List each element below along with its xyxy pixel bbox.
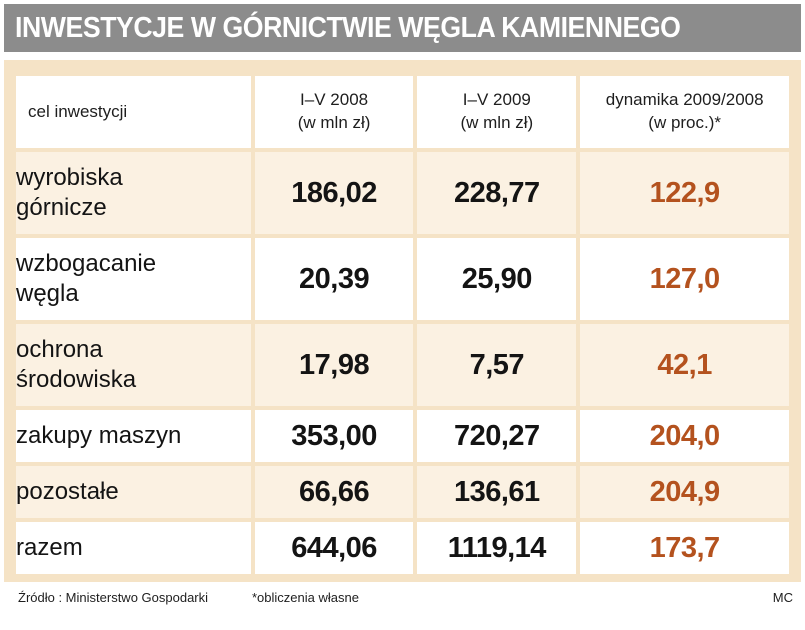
table-row: wzbogacanie węgla 20,39 25,90 127,0 (16, 238, 789, 324)
value-dynamics: 42,1 (580, 324, 789, 410)
row-label: ochrona środowiska (16, 324, 255, 410)
header-2009: I–V 2009 (w mln zł) (417, 76, 581, 152)
header-2008: I–V 2008 (w mln zł) (254, 76, 418, 152)
value-dynamics: 204,9 (580, 466, 789, 522)
author-initials: MC (772, 590, 793, 605)
table-header-row: cel inwestycji I–V 2008 (w mln zł) I–V 20… (16, 76, 789, 152)
source-note: Źródło : Ministerstwo Gospodarki (18, 590, 209, 605)
footnote: *obliczenia własne (252, 590, 359, 605)
investment-table: cel inwestycji I–V 2008 (w mln zł) I–V 20… (16, 76, 789, 578)
value-2009: 228,77 (417, 152, 581, 238)
table-row: ochrona środowiska 17,98 7,57 42,1 (16, 324, 789, 410)
value-2009: 7,57 (417, 324, 581, 410)
table-row: zakupy maszyn 353,00 720,27 204,0 (16, 410, 789, 466)
table-row: pozostałe 66,66 136,61 204,9 (16, 466, 789, 522)
value-2008: 186,02 (254, 152, 418, 238)
value-dynamics: 204,0 (580, 410, 789, 466)
row-label: razem (16, 522, 255, 578)
header-purpose: cel inwestycji (16, 76, 255, 152)
value-2008: 17,98 (254, 324, 418, 410)
value-dynamics: 173,7 (580, 522, 789, 578)
page-title: INWESTYCJE W GÓRNICTWIE WĘGLA KAMIENNEGO (15, 11, 681, 44)
value-2008: 353,00 (254, 410, 418, 466)
value-2009: 25,90 (417, 238, 581, 324)
table-row-total: razem 644,06 1119,14 173,7 (16, 522, 789, 578)
header-dynamics: dynamika 2009/2008 (w proc.)* (580, 76, 789, 152)
value-2009: 136,61 (417, 466, 581, 522)
title-bar: INWESTYCJE W GÓRNICTWIE WĘGLA KAMIENNEGO (4, 4, 801, 52)
row-label: wyrobiska górnicze (16, 152, 255, 238)
value-2008: 66,66 (254, 466, 418, 522)
value-2009: 1119,14 (417, 522, 581, 578)
value-2008: 644,06 (254, 522, 418, 578)
value-2009: 720,27 (417, 410, 581, 466)
value-dynamics: 127,0 (580, 238, 789, 324)
table-row: wyrobiska górnicze 186,02 228,77 122,9 (16, 152, 789, 238)
row-label: wzbogacanie węgla (16, 238, 255, 324)
value-dynamics: 122,9 (580, 152, 789, 238)
row-label: zakupy maszyn (16, 410, 255, 466)
row-label: pozostałe (16, 466, 255, 522)
value-2008: 20,39 (254, 238, 418, 324)
